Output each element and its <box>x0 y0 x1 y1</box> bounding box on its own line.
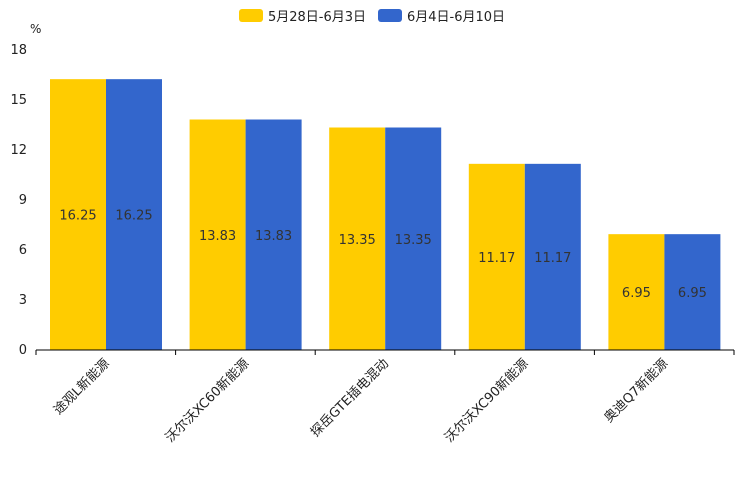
x-tick-label: 探岳GTE插电混动 <box>308 356 392 440</box>
bar <box>608 234 665 350</box>
bar <box>189 119 246 350</box>
bar <box>245 119 302 350</box>
y-tick-label: 6 <box>19 243 27 258</box>
x-tick-label: 奥迪Q7新能源 <box>601 356 671 426</box>
bar <box>385 127 442 350</box>
y-tick-label: 3 <box>19 293 27 308</box>
data-label: 11.17 <box>534 251 571 266</box>
data-label: 13.83 <box>199 229 236 244</box>
data-label: 6.95 <box>622 286 651 301</box>
y-tick-label: 9 <box>19 193 27 208</box>
x-tick-label: 沃尔沃XC60新能源 <box>162 356 252 446</box>
data-label: 16.25 <box>59 209 96 224</box>
bar <box>50 79 106 351</box>
y-tick-label: 15 <box>10 93 27 108</box>
data-label: 13.35 <box>339 233 376 248</box>
bar <box>329 127 386 350</box>
y-axis-unit: % <box>30 22 42 36</box>
data-label: 13.35 <box>395 233 432 248</box>
x-tick-label: 途观L新能源 <box>50 356 112 418</box>
y-tick-label: 0 <box>19 343 27 358</box>
data-label: 13.83 <box>255 229 292 244</box>
bar <box>524 163 581 350</box>
x-tick-label: 沃尔沃XC90新能源 <box>441 356 531 446</box>
y-tick-label: 18 <box>10 43 27 58</box>
legend-item-series-2[interactable]: 6月4日-6月10日 <box>378 6 505 25</box>
y-tick-label: 12 <box>10 143 27 158</box>
data-label: 6.95 <box>678 286 707 301</box>
bar <box>106 79 162 351</box>
legend-item-series-1[interactable]: 5月28日-6月3日 <box>238 6 366 25</box>
legend: 5月28日-6月3日 6月4日-6月10日 <box>0 6 744 25</box>
legend-label-series-2: 6月4日-6月10日 <box>407 10 506 25</box>
bar <box>468 163 525 350</box>
data-label: 16.25 <box>115 209 152 224</box>
legend-swatch-series-2 <box>378 9 402 22</box>
bar <box>664 234 721 350</box>
legend-label-series-1: 5月28日-6月3日 <box>267 10 366 25</box>
data-label: 11.17 <box>478 251 515 266</box>
legend-swatch-series-1 <box>238 9 263 22</box>
